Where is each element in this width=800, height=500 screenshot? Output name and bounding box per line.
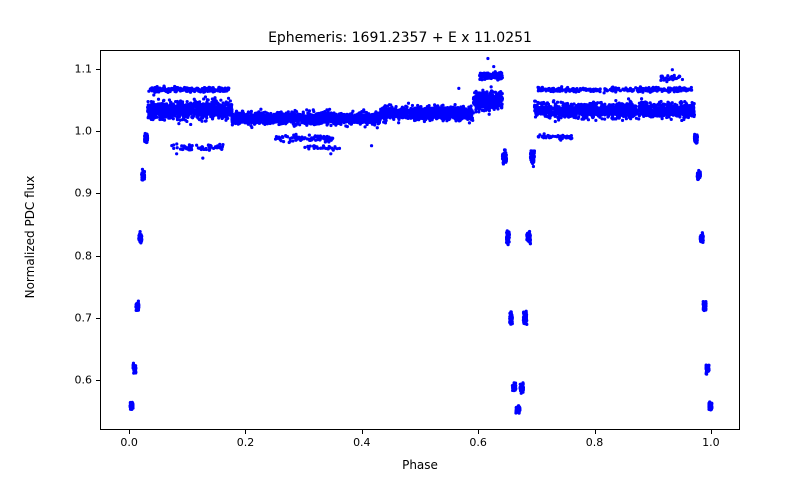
y-tick-label: 0.6: [64, 374, 92, 387]
y-axis-label: Normalized PDC flux: [23, 137, 37, 337]
chart-container: Ephemeris: 1691.2357 + E x 11.0251 Norma…: [0, 0, 800, 500]
y-tick-label: 0.8: [64, 249, 92, 262]
y-tick-mark: [96, 69, 100, 70]
y-tick-label: 0.7: [64, 311, 92, 324]
y-tick-mark: [96, 256, 100, 257]
x-tick-label: 0.4: [353, 436, 371, 449]
x-tick-mark: [245, 430, 246, 434]
x-tick-mark: [129, 430, 130, 434]
plot-area: [100, 50, 740, 430]
chart-title: Ephemeris: 1691.2357 + E x 11.0251: [0, 30, 800, 46]
y-tick-mark: [96, 318, 100, 319]
x-tick-mark: [711, 430, 712, 434]
y-tick-mark: [96, 193, 100, 194]
x-tick-label: 0.6: [469, 436, 487, 449]
y-tick-mark: [96, 380, 100, 381]
x-tick-label: 0.8: [586, 436, 604, 449]
y-tick-label: 1.0: [64, 124, 92, 137]
x-tick-mark: [362, 430, 363, 434]
x-tick-mark: [595, 430, 596, 434]
x-tick-label: 0.0: [120, 436, 138, 449]
y-tick-mark: [96, 131, 100, 132]
x-tick-label: 1.0: [702, 436, 720, 449]
x-tick-mark: [478, 430, 479, 434]
scatter-svg: [101, 51, 741, 431]
x-tick-label: 0.2: [237, 436, 255, 449]
x-axis-label: Phase: [100, 458, 740, 472]
y-tick-label: 1.1: [64, 62, 92, 75]
y-tick-label: 0.9: [64, 187, 92, 200]
